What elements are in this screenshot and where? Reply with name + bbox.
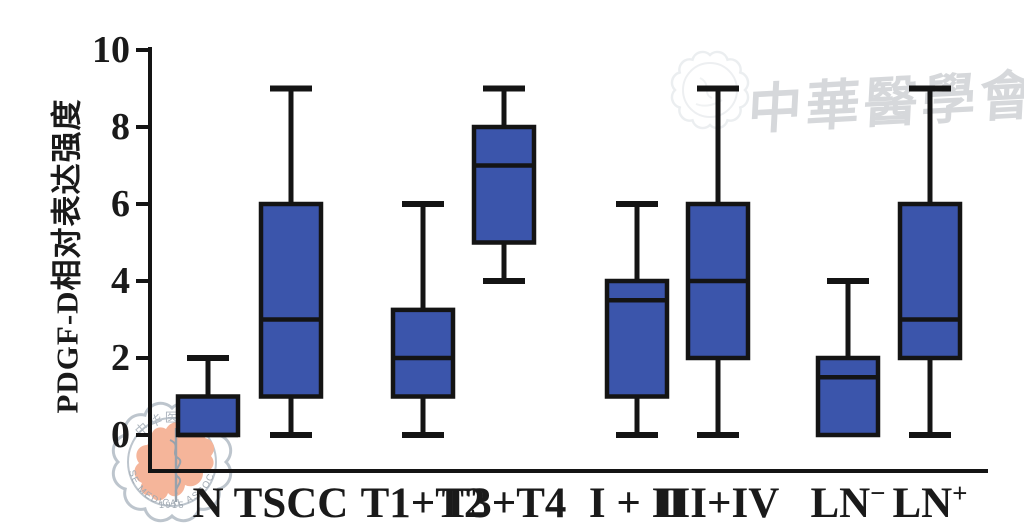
- y-tick-label: 10: [92, 29, 130, 71]
- box-group-LN⁻: LN−: [810, 278, 886, 527]
- superscript: −: [870, 478, 885, 508]
- box-group-T1+T2: T1+T2: [361, 201, 486, 527]
- box-group-III+IV: III+IV: [657, 85, 780, 527]
- box-group-TSCC: TSCC: [234, 85, 349, 527]
- box-group-LN⁺: LN+: [892, 85, 968, 527]
- y-tick-label: 6: [111, 183, 130, 225]
- x-axis-label: N: [192, 480, 223, 527]
- box-rect: [815, 355, 881, 438]
- y-tick-label: 4: [111, 260, 130, 302]
- seal-year: 1915: [159, 500, 185, 510]
- seal-scalloped-ring-small: [670, 50, 750, 130]
- box-rect: [258, 201, 324, 399]
- x-axis-label: T3+T4: [442, 480, 567, 527]
- box-rect: [175, 394, 241, 438]
- x-axis-label: LN+: [892, 478, 967, 527]
- x-axis-label: LN−: [810, 478, 885, 527]
- superscript: +: [952, 478, 967, 508]
- x-axis-label: III+IV: [657, 480, 780, 527]
- serpent-icon: [169, 439, 182, 495]
- x-axis-label: T1+T2: [361, 480, 486, 527]
- box-rect: [471, 124, 537, 245]
- y-tick-label: 8: [111, 106, 130, 148]
- y-tick-label: 0: [111, 414, 130, 456]
- x-axis-label: I + II: [589, 480, 685, 527]
- box-group-I + II: I + II: [589, 201, 685, 527]
- seal-inner-ring: [127, 417, 217, 507]
- y-tick-label: 2: [111, 337, 130, 379]
- china-map: [134, 422, 215, 501]
- x-axis-label: TSCC: [234, 480, 349, 527]
- box-rect: [390, 307, 456, 399]
- box-group-N: N: [175, 355, 241, 527]
- box-rect: [897, 201, 963, 361]
- box-group-T3+T4: T3+T4: [442, 85, 567, 527]
